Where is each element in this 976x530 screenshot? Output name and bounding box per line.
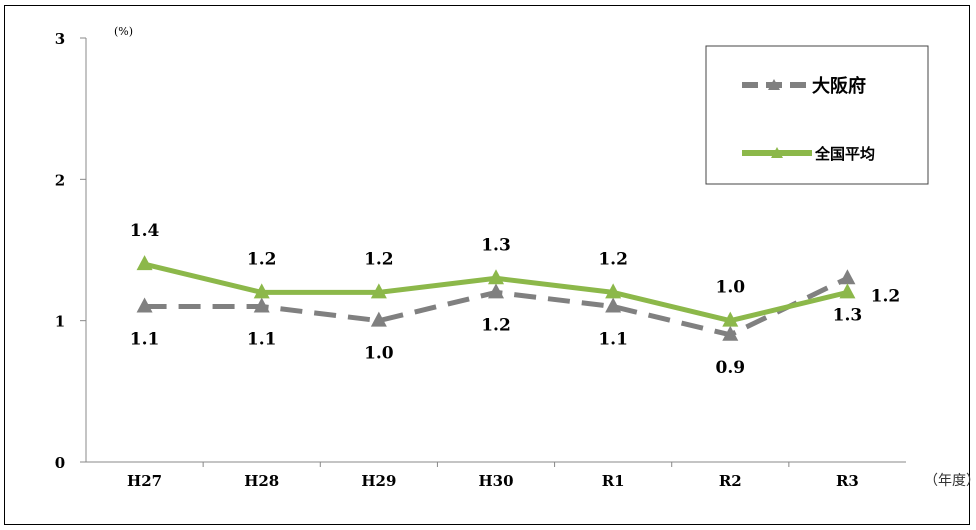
legend: 大阪府 全国平均 (705, 45, 929, 185)
data-point-marker (839, 269, 856, 285)
y-tick-label: 3 (55, 30, 65, 48)
data-point-marker (370, 311, 387, 327)
series-osaka (136, 269, 856, 341)
data-point-marker (253, 297, 270, 313)
x-tick-label: H30 (478, 472, 513, 490)
y-tick-label: 2 (55, 171, 65, 189)
data-label: 1.2 (598, 249, 628, 269)
data-label: 1.0 (364, 344, 394, 364)
data-label: 1.2 (364, 249, 394, 269)
data-label: 1.1 (130, 330, 160, 350)
y-tick-label: 1 (55, 313, 65, 331)
x-tick-label: R1 (602, 472, 625, 490)
legend-item-national: 全国平均 (742, 145, 875, 163)
legend-marker-osaka (768, 79, 780, 90)
y-tick-label: 0 (55, 454, 65, 472)
data-label: 1.2 (247, 249, 277, 269)
data-label: 1.1 (598, 330, 628, 350)
x-tick-label: H28 (244, 472, 279, 490)
data-label: 1.2 (481, 315, 511, 335)
data-point-marker (488, 269, 504, 285)
x-tick-label: R3 (836, 472, 859, 490)
legend-box (705, 45, 929, 185)
series-national (136, 255, 856, 327)
y-axis-unit: (%) (114, 25, 133, 38)
data-label: 1.3 (833, 305, 863, 325)
data-point-marker (839, 283, 856, 299)
y-axis-ticks: 0 1 2 3 (55, 30, 86, 472)
x-axis-unit: （年度） (924, 473, 976, 489)
x-tick-label: R2 (719, 472, 742, 490)
legend-marker-national (771, 147, 783, 158)
legend-item-osaka: 大阪府 (742, 75, 866, 97)
data-label: 1.4 (130, 221, 160, 241)
x-tick-label: H27 (127, 472, 162, 490)
x-axis-ticks: H27 H28 H29 H30 R1 R2 R3 (127, 462, 859, 490)
data-point-marker (253, 283, 270, 299)
data-point-marker (605, 297, 622, 313)
data-label: 1.2 (871, 286, 901, 306)
axes (85, 38, 906, 463)
x-tick-label: H29 (361, 472, 396, 490)
data-point-marker (605, 283, 622, 299)
legend-label-national: 全国平均 (814, 145, 875, 163)
data-point-marker (136, 255, 153, 271)
data-label: 0.9 (715, 358, 745, 378)
data-point-marker (488, 283, 504, 299)
data-label: 1.1 (247, 330, 277, 350)
data-label: 1.0 (715, 278, 745, 298)
data-labels: 1.1 1.1 1.0 1.2 1.1 0.9 1.3 1.4 1.2 1.2 1.3 1.2 1.0 1… (130, 221, 900, 378)
legend-label-osaka: 大阪府 (812, 75, 866, 97)
data-point-marker (370, 283, 387, 299)
data-label: 1.3 (481, 235, 511, 255)
data-point-marker (722, 325, 739, 341)
data-point-marker (722, 311, 739, 327)
data-point-marker (136, 297, 153, 313)
